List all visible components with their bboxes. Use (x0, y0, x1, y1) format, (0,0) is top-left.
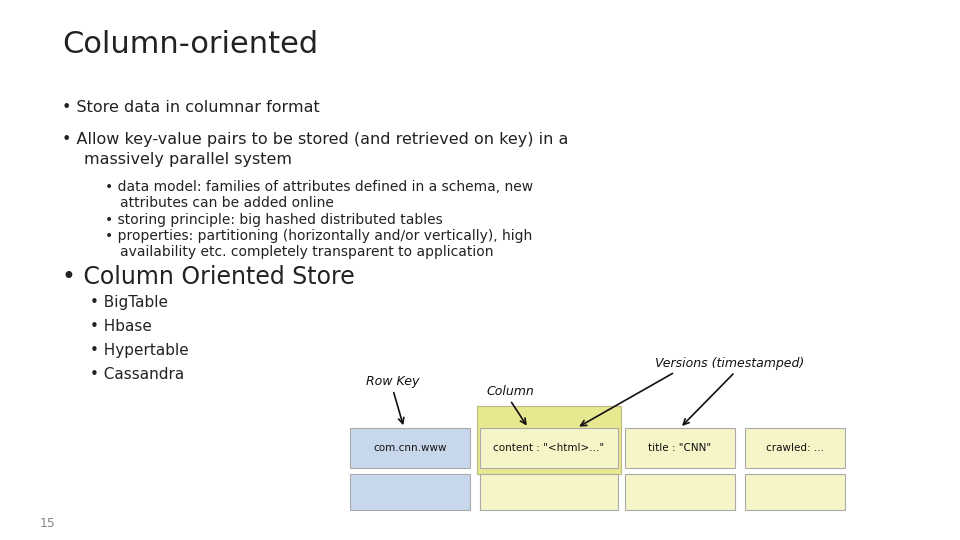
Text: crawled: ...: crawled: ... (766, 443, 824, 453)
Text: • Store data in columnar format: • Store data in columnar format (62, 100, 320, 115)
Text: attributes can be added online: attributes can be added online (120, 196, 334, 210)
Text: Column: Column (486, 385, 534, 398)
Bar (625, 428, 735, 468)
Text: Row Key: Row Key (367, 375, 420, 388)
Bar (745, 474, 845, 510)
Text: com.cnn.www: com.cnn.www (373, 443, 446, 453)
Text: • Hbase: • Hbase (90, 319, 152, 334)
Text: • properties: partitioning (horizontally and/or vertically), high: • properties: partitioning (horizontally… (105, 229, 532, 243)
Bar (350, 428, 470, 468)
Text: • BigTable: • BigTable (90, 295, 168, 310)
Text: • Hypertable: • Hypertable (90, 343, 189, 358)
Bar (477, 406, 621, 474)
Text: • Cassandra: • Cassandra (90, 367, 184, 382)
Text: content : "<html>...": content : "<html>..." (493, 443, 605, 453)
Text: • data model: families of attributes defined in a schema, new: • data model: families of attributes def… (105, 180, 533, 194)
Bar (350, 474, 470, 510)
Text: • Allow key-value pairs to be stored (and retrieved on key) in a: • Allow key-value pairs to be stored (an… (62, 132, 568, 147)
Bar (625, 474, 735, 510)
Bar (480, 474, 618, 510)
Bar (480, 428, 618, 468)
Text: Versions (timestamped): Versions (timestamped) (656, 357, 804, 370)
Text: Column-oriented: Column-oriented (62, 30, 318, 59)
Text: 15: 15 (40, 517, 56, 530)
Text: title : "CNN": title : "CNN" (648, 443, 711, 453)
Bar (745, 428, 845, 468)
Text: availability etc. completely transparent to application: availability etc. completely transparent… (120, 245, 493, 259)
Text: • storing principle: big hashed distributed tables: • storing principle: big hashed distribu… (105, 213, 443, 227)
Text: massively parallel system: massively parallel system (84, 152, 292, 167)
Text: • Column Oriented Store: • Column Oriented Store (62, 265, 355, 289)
